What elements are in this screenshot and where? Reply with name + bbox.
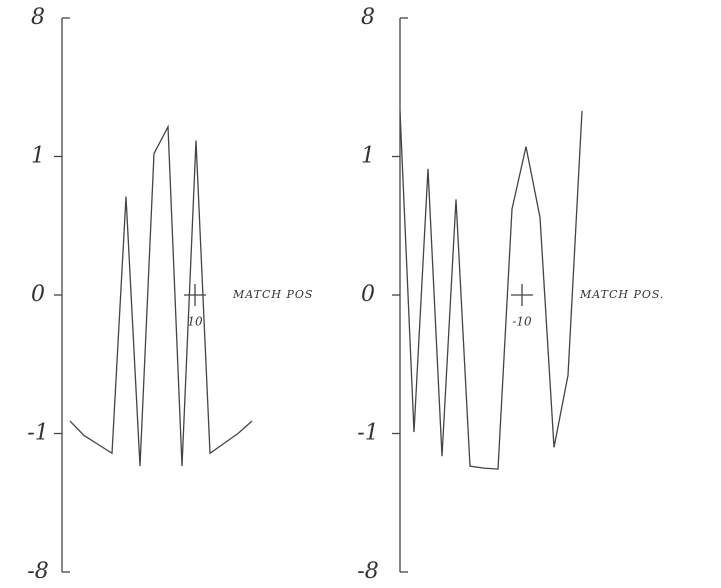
y-tick-label: -8 — [357, 559, 378, 584]
annotation: MATCH POS. — [579, 288, 665, 301]
y-tick-label: -1 — [357, 421, 378, 446]
marker-label: 10 — [187, 315, 203, 329]
chart: 810-1-810MATCH POS810-1-8-10MATCH POS. — [0, 0, 721, 588]
y-tick-label: 0 — [31, 282, 45, 307]
page: {"chart_data": [ {"type": "line", "color… — [0, 0, 721, 588]
y-tick-label: -8 — [27, 559, 48, 584]
y-tick-label: 1 — [31, 144, 45, 169]
marker-label: -10 — [512, 315, 532, 329]
y-tick-label: -1 — [27, 421, 48, 446]
y-tick-label: 8 — [31, 5, 45, 30]
y-tick-label: 1 — [361, 144, 375, 169]
data-line — [400, 111, 582, 469]
data-line — [70, 127, 252, 466]
annotation: MATCH POS — [232, 288, 313, 301]
y-tick-label: 8 — [361, 5, 375, 30]
y-tick-label: 0 — [361, 282, 375, 307]
